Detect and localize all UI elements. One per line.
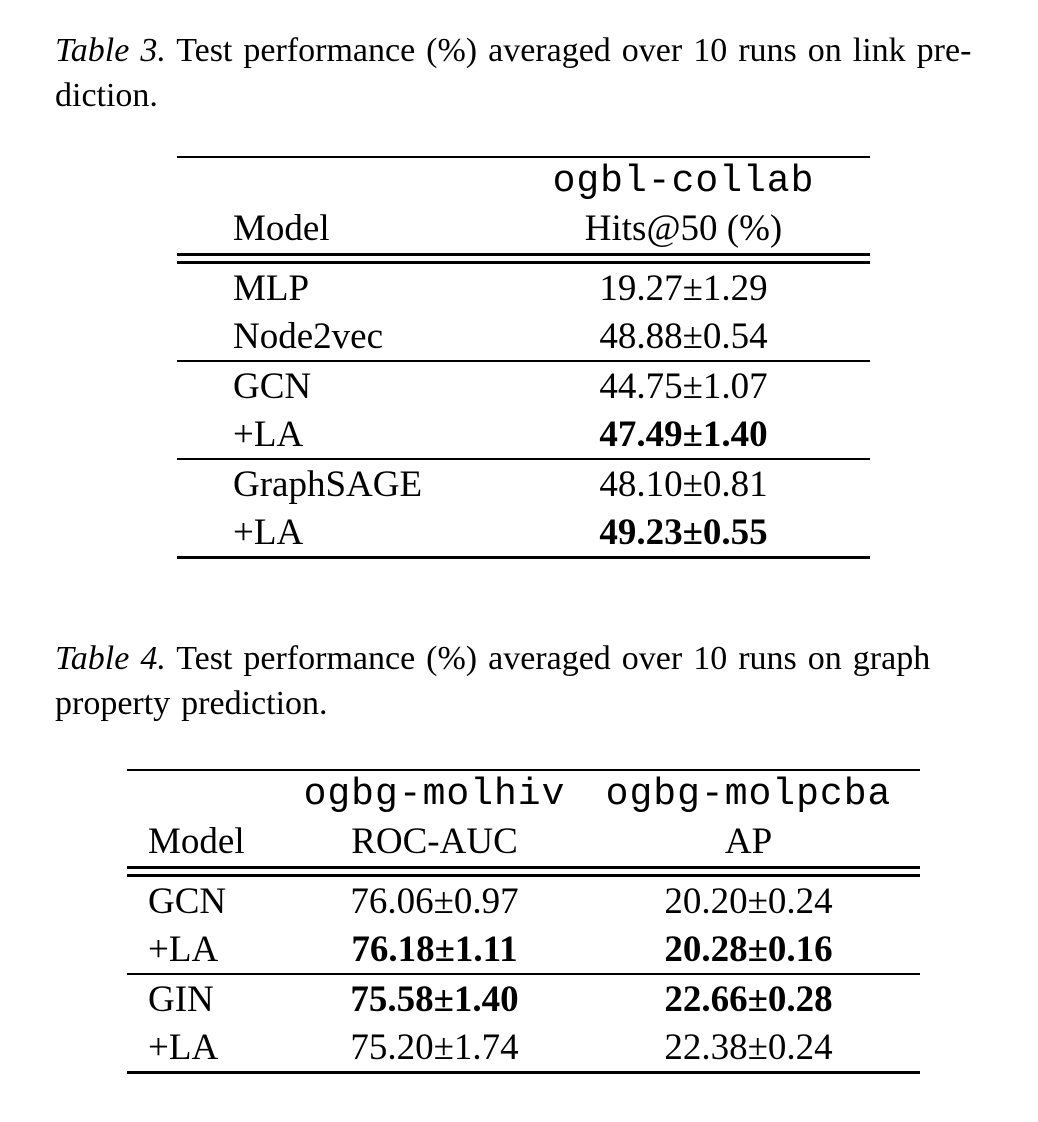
table3-caption-line2: diction. bbox=[55, 77, 158, 114]
model-name: GCN bbox=[148, 880, 227, 922]
table4-caption-text: Test performance (%) averaged over 10 ru… bbox=[176, 640, 931, 677]
table3-header: ogbl-collab Model Hits@50 (%) bbox=[177, 158, 870, 253]
table-row: GCN 44.75±1.07 bbox=[177, 362, 870, 410]
table4-top-rule bbox=[127, 769, 920, 771]
metric-value: 47.49±1.40 bbox=[599, 413, 768, 455]
table4: ogbg-molhiv ogbg-molpcba Model ROC-AUC A… bbox=[127, 769, 920, 1074]
table4-dataset2-header: ogbg-molpcba bbox=[605, 772, 892, 816]
table4-bottom-rule bbox=[127, 1071, 920, 1074]
table3-group-gcn: GCN 44.75±1.07 +LA 47.49±1.40 bbox=[177, 362, 870, 458]
table-row: Node2vec 48.88±0.54 bbox=[177, 312, 870, 360]
metric-value: 22.38±0.24 bbox=[664, 1026, 833, 1068]
model-name: MLP bbox=[233, 267, 310, 309]
table4-header-double-rule bbox=[127, 866, 920, 877]
table3-mid-rule-2 bbox=[177, 458, 870, 460]
metric-value: 44.75±1.07 bbox=[599, 365, 768, 407]
model-name: +LA bbox=[233, 511, 304, 553]
model-name: GraphSAGE bbox=[233, 463, 423, 505]
table3: ogbl-collab Model Hits@50 (%) MLP 19.27±… bbox=[177, 156, 870, 559]
table-row: MLP 19.27±1.29 bbox=[177, 264, 870, 312]
table-row: GIN 75.58±1.40 22.66±0.28 bbox=[127, 975, 920, 1023]
model-name: GIN bbox=[148, 978, 214, 1020]
table-row: +LA 75.20±1.74 22.38±0.24 bbox=[127, 1023, 920, 1071]
table3-group-graphsage: GraphSAGE 48.10±0.81 +LA 49.23±0.55 bbox=[177, 460, 870, 556]
table-row: +LA 76.18±1.11 20.28±0.16 bbox=[127, 925, 920, 973]
table4-metric1-header: ROC-AUC bbox=[351, 821, 518, 862]
metric-value: 22.66±0.28 bbox=[664, 978, 833, 1020]
table-row: GCN 76.06±0.97 20.20±0.24 bbox=[127, 877, 920, 925]
table3-top-rule bbox=[177, 156, 870, 158]
table3-caption-label: Table 3. bbox=[55, 32, 166, 69]
model-name: GCN bbox=[233, 365, 312, 407]
metric-value: 48.10±0.81 bbox=[599, 463, 768, 505]
table4-mid-rule bbox=[127, 973, 920, 975]
table3-dataset-header: ogbl-collab bbox=[552, 159, 815, 203]
model-name: Node2vec bbox=[233, 315, 383, 357]
table-row: +LA 47.49±1.40 bbox=[177, 410, 870, 458]
table4-caption-label: Table 4. bbox=[55, 640, 166, 677]
model-name: +LA bbox=[233, 413, 304, 455]
table4-dataset1-header: ogbg-molhiv bbox=[303, 772, 566, 816]
table4-group-gcn: GCN 76.06±0.97 20.20±0.24 +LA 76.18±1.11… bbox=[127, 877, 920, 973]
model-name: +LA bbox=[148, 1026, 219, 1068]
metric-value: 76.06±0.97 bbox=[350, 880, 519, 922]
metric-value: 19.27±1.29 bbox=[599, 267, 768, 309]
table3-metric-header: Hits@50 (%) bbox=[584, 208, 783, 249]
table3-caption-line1: Table 3. Test performance (%) averaged o… bbox=[55, 28, 1010, 73]
table4-caption: Table 4. Test performance (%) averaged o… bbox=[55, 636, 1010, 726]
table4-caption-line2: property prediction. bbox=[55, 685, 328, 722]
table3-caption: Table 3. Test performance (%) averaged o… bbox=[55, 28, 1010, 118]
table-row: GraphSAGE 48.10±0.81 bbox=[177, 460, 870, 508]
metric-value: 20.20±0.24 bbox=[664, 880, 833, 922]
table3-caption-text: Test performance (%) averaged over 10 ru… bbox=[176, 32, 972, 69]
table4-model-header: Model bbox=[148, 821, 245, 862]
metric-value: 75.20±1.74 bbox=[350, 1026, 519, 1068]
table3-mid-rule-1 bbox=[177, 360, 870, 362]
metric-value: 49.23±0.55 bbox=[599, 511, 768, 553]
table4-metric2-header: AP bbox=[724, 821, 773, 862]
table4-group-gin: GIN 75.58±1.40 22.66±0.28 +LA 75.20±1.74… bbox=[127, 975, 920, 1071]
table4-header: ogbg-molhiv ogbg-molpcba Model ROC-AUC A… bbox=[127, 771, 920, 866]
metric-value: 76.18±1.11 bbox=[351, 928, 518, 970]
table-row: +LA 49.23±0.55 bbox=[177, 508, 870, 556]
table3-model-header: Model bbox=[233, 208, 330, 249]
table3-group-baselines: MLP 19.27±1.29 Node2vec 48.88±0.54 bbox=[177, 264, 870, 360]
metric-value: 75.58±1.40 bbox=[350, 978, 519, 1020]
metric-value: 20.28±0.16 bbox=[664, 928, 833, 970]
model-name: +LA bbox=[148, 928, 219, 970]
table3-bottom-rule bbox=[177, 556, 870, 559]
metric-value: 48.88±0.54 bbox=[599, 315, 768, 357]
table3-header-double-rule bbox=[177, 253, 870, 264]
table4-caption-line1: Table 4. Test performance (%) averaged o… bbox=[55, 636, 1010, 681]
